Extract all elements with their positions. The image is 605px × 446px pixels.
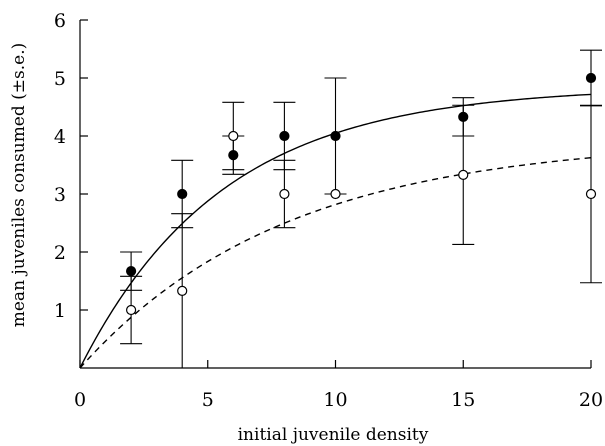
y-tick-label: 1	[54, 300, 66, 322]
axes: 0 5 10 15 20 1 2 3 4 5 6	[54, 10, 603, 411]
data-point-open	[585, 188, 597, 200]
data-point-filled	[458, 111, 469, 122]
y-tick-label: 2	[54, 242, 66, 264]
data-point-open	[330, 188, 341, 200]
x-tick-label: 10	[323, 389, 347, 411]
x-tick-label: 5	[202, 389, 214, 411]
x-tick-label: 15	[451, 389, 475, 411]
data-point-filled	[279, 130, 290, 142]
y-tick-label: 6	[54, 10, 66, 32]
data-point-filled	[330, 130, 341, 142]
y-tick-label: 4	[54, 126, 66, 148]
y-tick-label: 3	[54, 184, 66, 206]
data-points	[126, 72, 597, 316]
data-point-open	[228, 130, 239, 142]
x-axis-title: initial juvenile density	[238, 425, 429, 445]
data-point-open	[458, 169, 469, 180]
x-tick-label: 0	[74, 389, 86, 411]
fit-curve-dashed	[79, 157, 592, 369]
data-point-open	[279, 188, 290, 200]
y-axis-title: mean juveniles consumed (±s.e.)	[9, 43, 29, 328]
data-point-filled	[177, 188, 188, 200]
data-point-open	[177, 285, 188, 296]
data-point-filled	[126, 266, 137, 277]
data-point-filled	[228, 150, 239, 161]
data-point-filled	[585, 72, 597, 84]
y-tick-label: 5	[54, 68, 66, 90]
x-tick-label: 20	[579, 389, 603, 411]
data-point-open	[126, 304, 137, 316]
